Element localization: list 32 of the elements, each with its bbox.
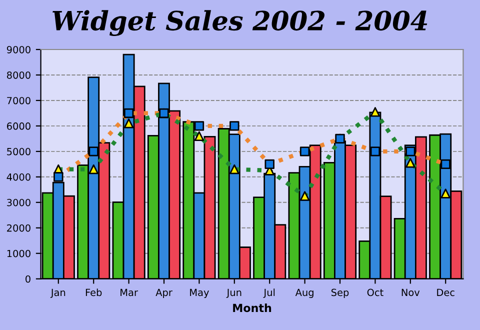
point — [406, 158, 416, 168]
chart-title: Widget Sales 2002 - 2004 — [52, 10, 428, 36]
x-tick-label: Oct — [367, 288, 384, 296]
x-tick-label: Apr — [156, 288, 172, 298]
point — [230, 164, 240, 174]
x-tick-label: Jun — [226, 288, 242, 298]
point — [440, 188, 450, 198]
x-tick-label: Mar — [120, 288, 138, 296]
x-tick-label: Jan — [50, 288, 66, 298]
x-tick-label: Dec — [437, 288, 454, 296]
x-tick-label: Nov — [402, 288, 420, 296]
point — [370, 107, 380, 117]
y-tick-label: 0 — [26, 275, 30, 283]
x-tick-label: Jul — [263, 288, 275, 298]
y-tick-label: 8000 — [6, 71, 30, 79]
y-tick-label: 9000 — [6, 46, 30, 54]
y-tick-label: 5000 — [7, 148, 30, 156]
x-axis-title: Month — [233, 304, 272, 312]
y-tick-label: 2000 — [7, 224, 30, 232]
point — [124, 118, 134, 128]
x-tick-label: May — [190, 288, 209, 298]
x-tick-label: Feb — [86, 288, 102, 296]
point — [300, 191, 310, 201]
point — [194, 131, 204, 142]
y-tick-label: 1000 — [7, 250, 30, 258]
y-tick-label: 6000 — [7, 122, 30, 130]
y-tick-label: 3000 — [7, 198, 30, 206]
x-tick-label: Sep — [331, 288, 349, 298]
x-tick-label: Aug — [295, 288, 314, 298]
point — [88, 164, 98, 174]
y-tick-label: 7000 — [7, 96, 30, 104]
y-tick-label: 4000 — [6, 173, 30, 181]
